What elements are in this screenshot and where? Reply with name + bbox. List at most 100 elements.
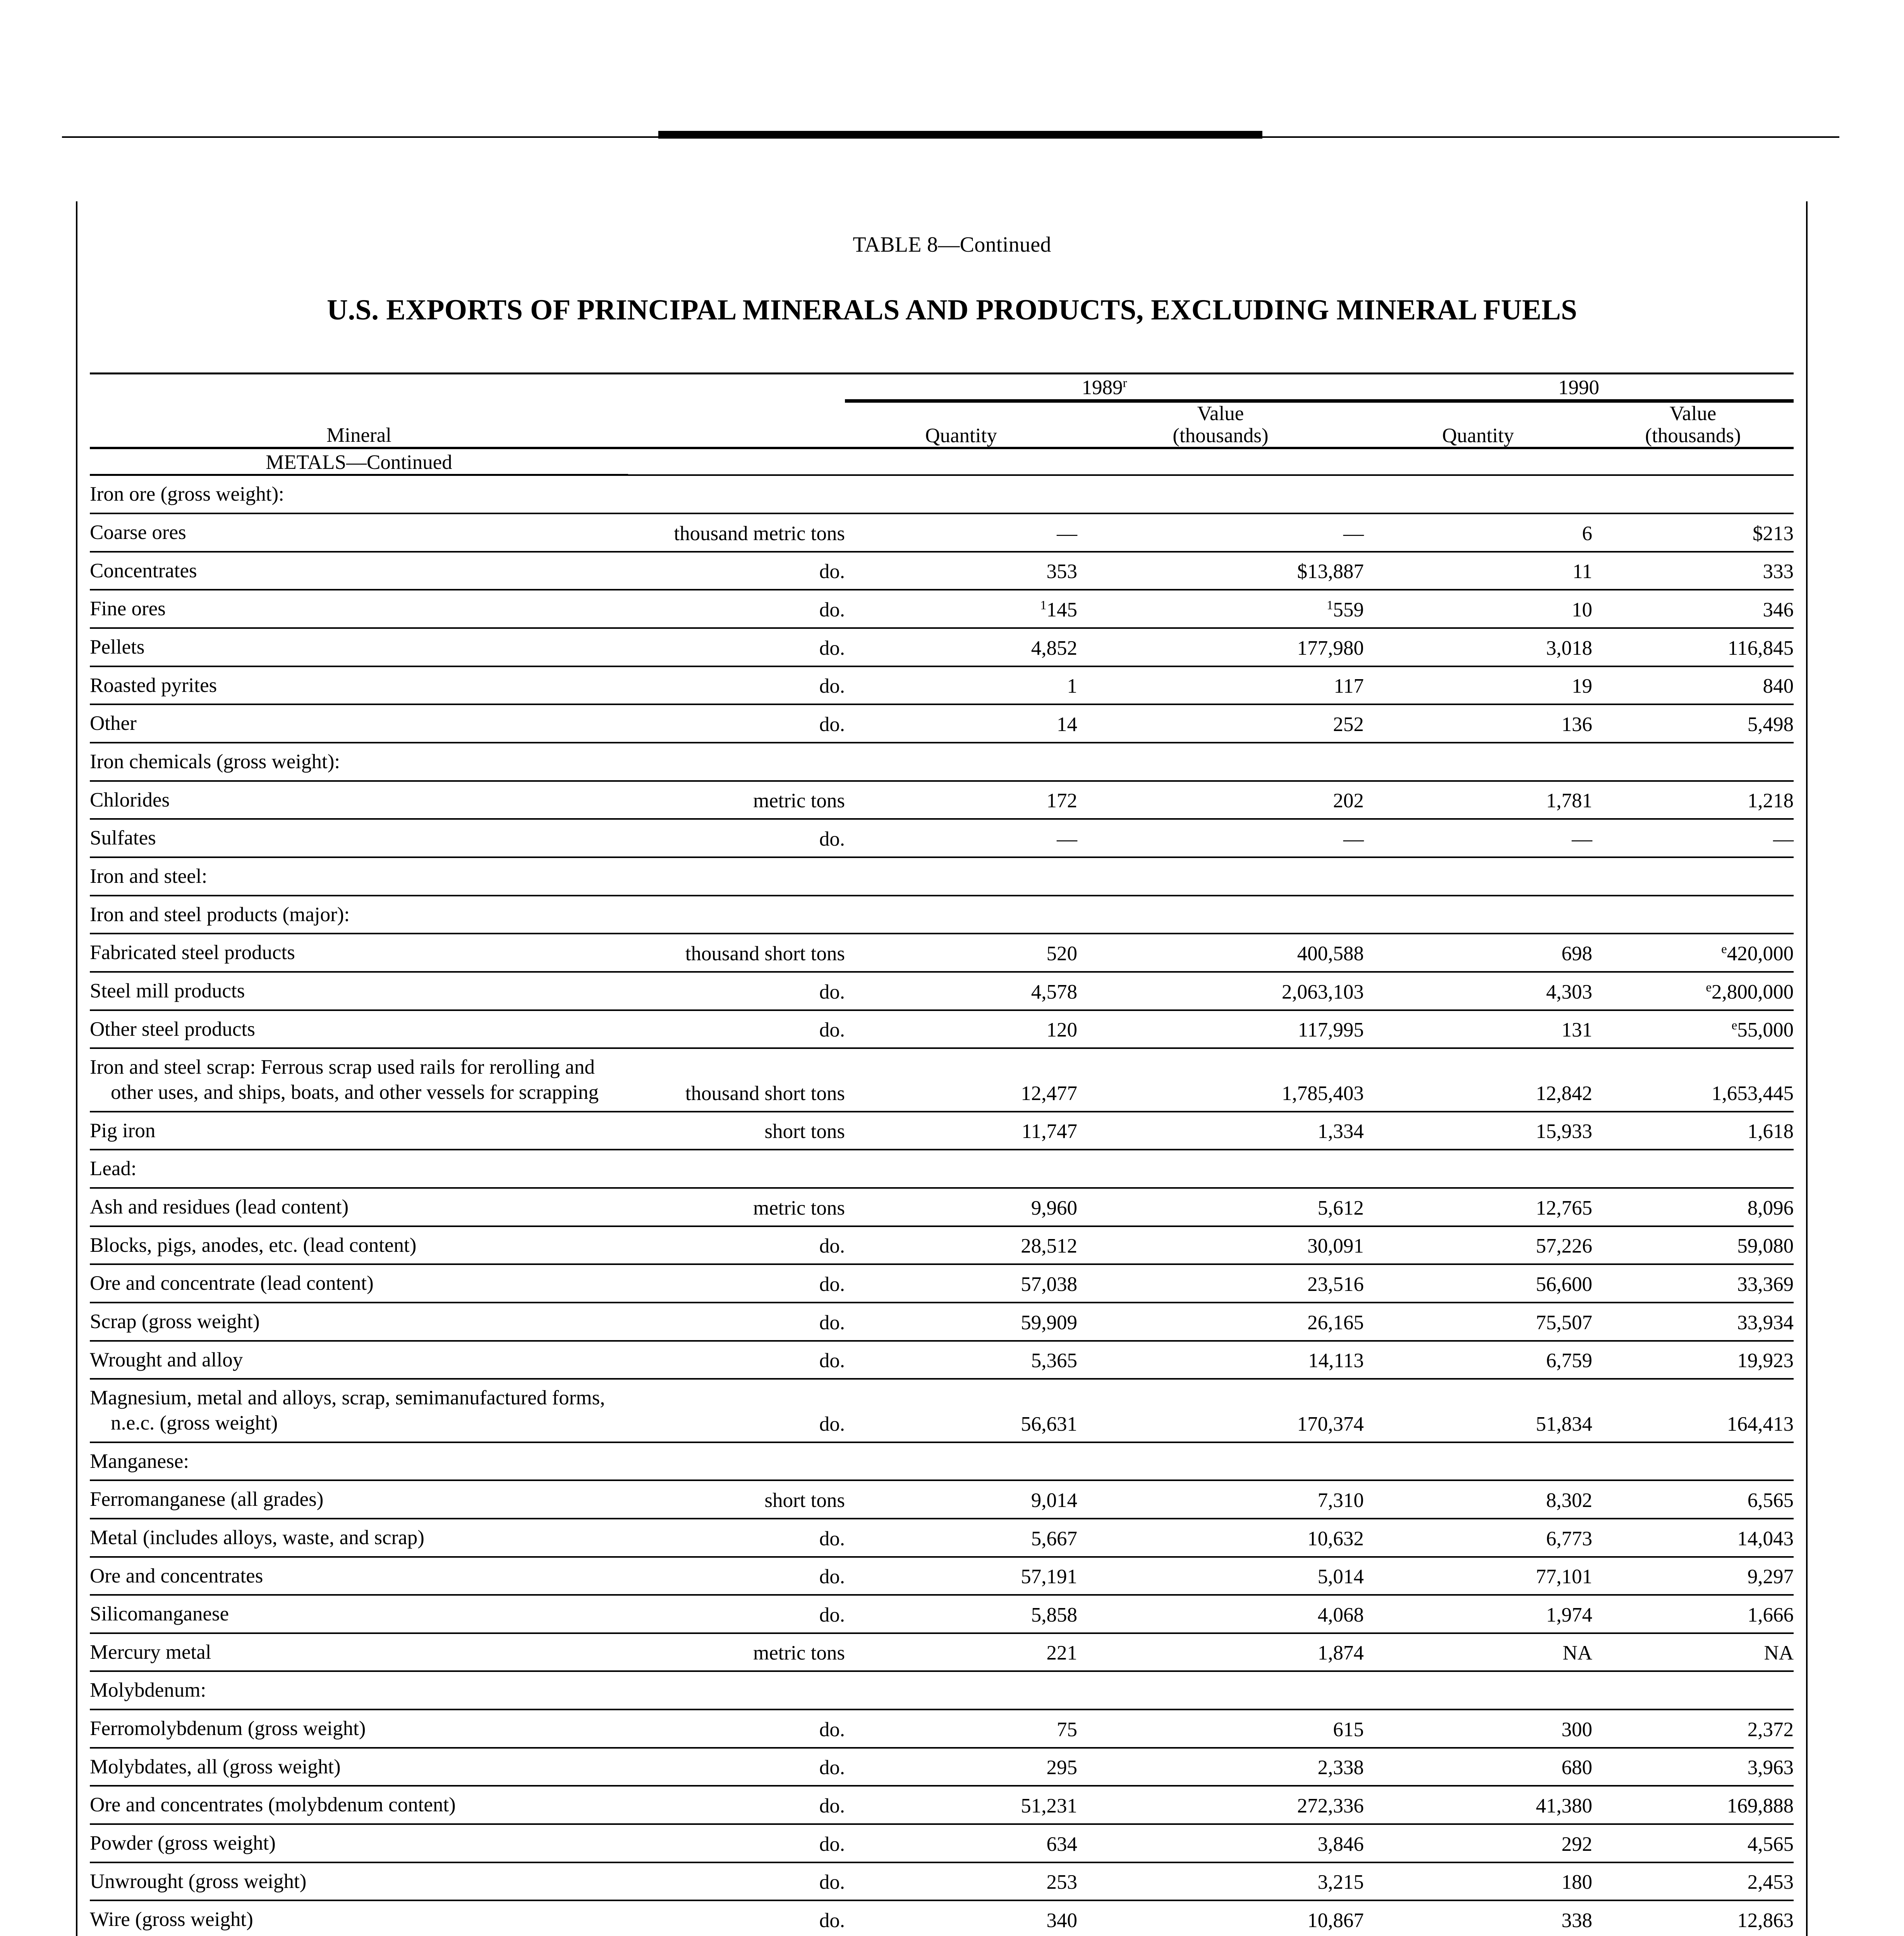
row-value-1990: 5,498 [1592, 704, 1794, 743]
row-mineral-name: Metal (includes alloys, waste, and scrap… [90, 1517, 628, 1557]
row-value-1990: 33,934 [1592, 1301, 1794, 1341]
row-value-1990 [1592, 1149, 1794, 1188]
table-header-sub-row: Quantity Value (thousands) Quantity Valu… [90, 401, 1794, 448]
row-unit: do. [628, 1517, 845, 1557]
row-value-1990: e2,800,000 [1592, 971, 1794, 1010]
row-mineral-name: Wrought and alloy [90, 1340, 628, 1379]
table-row: Wire (gross weight) do. 340 10,867 338 12,863 [90, 1900, 1794, 1936]
row-quantity-1990: 51,834 [1364, 1378, 1592, 1442]
row-mineral-name: Other [90, 704, 628, 743]
row-quantity-1989 [845, 1670, 1077, 1710]
header-value-1989-line2: (thousands) [1173, 424, 1269, 447]
row-quantity-1989: 1 [845, 665, 1077, 705]
row-quantity-1989: 57,191 [845, 1556, 1077, 1595]
table-title: U.S. EXPORTS OF PRINCIPAL MINERALS AND P… [327, 294, 1577, 326]
table-row: Ferromolybdenum (gross weight) do. 75 615 30… [90, 1709, 1794, 1748]
row-mineral-name: Ash and residues (lead content) [90, 1187, 628, 1226]
row-value-1989: 26,165 [1077, 1301, 1364, 1341]
table-row: Powder (gross weight) do. 634 3,846 292 4,565 [90, 1823, 1794, 1862]
row-value-1989: 400,588 [1077, 933, 1364, 972]
row-value-1989: $13,887 [1077, 551, 1364, 590]
row-quantity-1990: NA [1364, 1632, 1592, 1672]
row-unit [628, 1441, 845, 1481]
row-value-1990: 2,372 [1592, 1709, 1794, 1748]
row-unit: do. [628, 1556, 845, 1595]
row-value-1990 [1592, 1441, 1794, 1481]
row-value-1990: 19,923 [1592, 1340, 1794, 1379]
row-unit: do. [628, 665, 845, 705]
row-value-1990: 6,565 [1592, 1479, 1794, 1519]
row-unit: do. [628, 551, 845, 590]
row-unit: do. [628, 1709, 845, 1748]
row-unit: do. [628, 1823, 845, 1862]
row-mineral-name: Roasted pyrites [90, 665, 628, 705]
row-unit: do. [628, 1301, 845, 1341]
table-row: Lead: [90, 1149, 1794, 1188]
table-row: Ore and concentrates (molybdenum content… [90, 1785, 1794, 1824]
table-row: Ore and concentrates do. 57,191 5,014 77,101… [90, 1556, 1794, 1595]
row-value-1989: 272,336 [1077, 1785, 1364, 1824]
header-year-1989: 1989r [845, 376, 1364, 403]
row-value-1989: 3,215 [1077, 1861, 1364, 1901]
row-quantity-1989: 59,909 [845, 1301, 1077, 1341]
row-mineral-name: Fine ores [90, 589, 628, 628]
row-value-1990: 840 [1592, 665, 1794, 705]
row-unit: do. [628, 1263, 845, 1303]
row-mineral-name: Steel mill products [90, 971, 628, 1010]
row-value-1989: 2,063,103 [1077, 971, 1364, 1010]
metals-caption-row: METALS—Continued [90, 451, 1794, 476]
row-quantity-1989: 5,667 [845, 1517, 1077, 1557]
row-value-1990: 2,453 [1592, 1861, 1794, 1901]
table-row: Pellets do. 4,852 177,980 3,018 116,845 [90, 627, 1794, 666]
table-row: Silicomanganese do. 5,858 4,068 1,974 1,666 [90, 1594, 1794, 1633]
row-value-1989: 170,374 [1077, 1378, 1364, 1442]
table-row: Chlorides metric tons 172 202 1,781 1,218 [90, 780, 1794, 819]
row-value-1989: — [1077, 513, 1364, 552]
row-value-1990: $213 [1592, 513, 1794, 552]
row-mineral-name: Mercury metal [90, 1632, 628, 1672]
table-row: Iron and steel: [90, 856, 1794, 896]
row-mineral-name: Ore and concentrate (lead content) [90, 1263, 628, 1303]
row-value-1989 [1077, 742, 1364, 781]
row-mineral-name: Ferromanganese (all grades) [90, 1479, 628, 1519]
row-quantity-1990: 4,303 [1364, 971, 1592, 1010]
row-unit: do. [628, 1225, 845, 1265]
table-row: Scrap (gross weight) do. 59,909 26,165 75,50… [90, 1301, 1794, 1341]
row-value-1990 [1592, 474, 1794, 514]
row-quantity-1989: 12,477 [845, 1047, 1077, 1112]
row-quantity-1990: 10 [1364, 589, 1592, 628]
row-value-1989: 10,632 [1077, 1517, 1364, 1557]
row-value-1990 [1592, 894, 1794, 934]
row-quantity-1990: 680 [1364, 1747, 1592, 1786]
row-quantity-1990: 131 [1364, 1009, 1592, 1049]
row-quantity-1990: 6,759 [1364, 1340, 1592, 1379]
row-value-1990: 164,413 [1592, 1378, 1794, 1442]
row-quantity-1990 [1364, 894, 1592, 934]
row-quantity-1990 [1364, 474, 1592, 514]
table-row: Ore and concentrate (lead content) do. 57,… [90, 1263, 1794, 1303]
row-unit [628, 1149, 845, 1188]
table-row: Other do. 14 252 136 5,498 [90, 704, 1794, 743]
row-quantity-1989: 634 [845, 1823, 1077, 1862]
table-row: Concentrates do. 353 $13,887 11 333 [90, 551, 1794, 590]
table-row: Metal (includes alloys, waste, and scrap… [90, 1517, 1794, 1557]
row-quantity-1989: 14 [845, 704, 1077, 743]
table-header-year-row: Mineral 1989r 1990 [90, 376, 1794, 446]
row-value-1989: 5,014 [1077, 1556, 1364, 1595]
row-unit: do. [628, 1340, 845, 1379]
header-year-1989-text: 1989 [1082, 376, 1123, 399]
footnote-marker: 1 [1040, 598, 1047, 613]
row-quantity-1990: 1,974 [1364, 1594, 1592, 1633]
row-mineral-name: Silicomanganese [90, 1594, 628, 1633]
table-row: Mercury metal metric tons 221 1,874 NA NA [90, 1632, 1794, 1672]
row-mineral-name: Pig iron [90, 1110, 628, 1150]
row-quantity-1989 [845, 1149, 1077, 1188]
row-value-1989: 1559 [1077, 589, 1364, 628]
row-quantity-1989: 4,852 [845, 627, 1077, 666]
row-value-1989 [1077, 856, 1364, 896]
page-top-rule-accent [658, 131, 1262, 139]
row-unit: do. [628, 1747, 845, 1786]
row-mineral-name: Iron chemicals (gross weight): [90, 742, 628, 781]
row-value-1990: 169,888 [1592, 1785, 1794, 1824]
